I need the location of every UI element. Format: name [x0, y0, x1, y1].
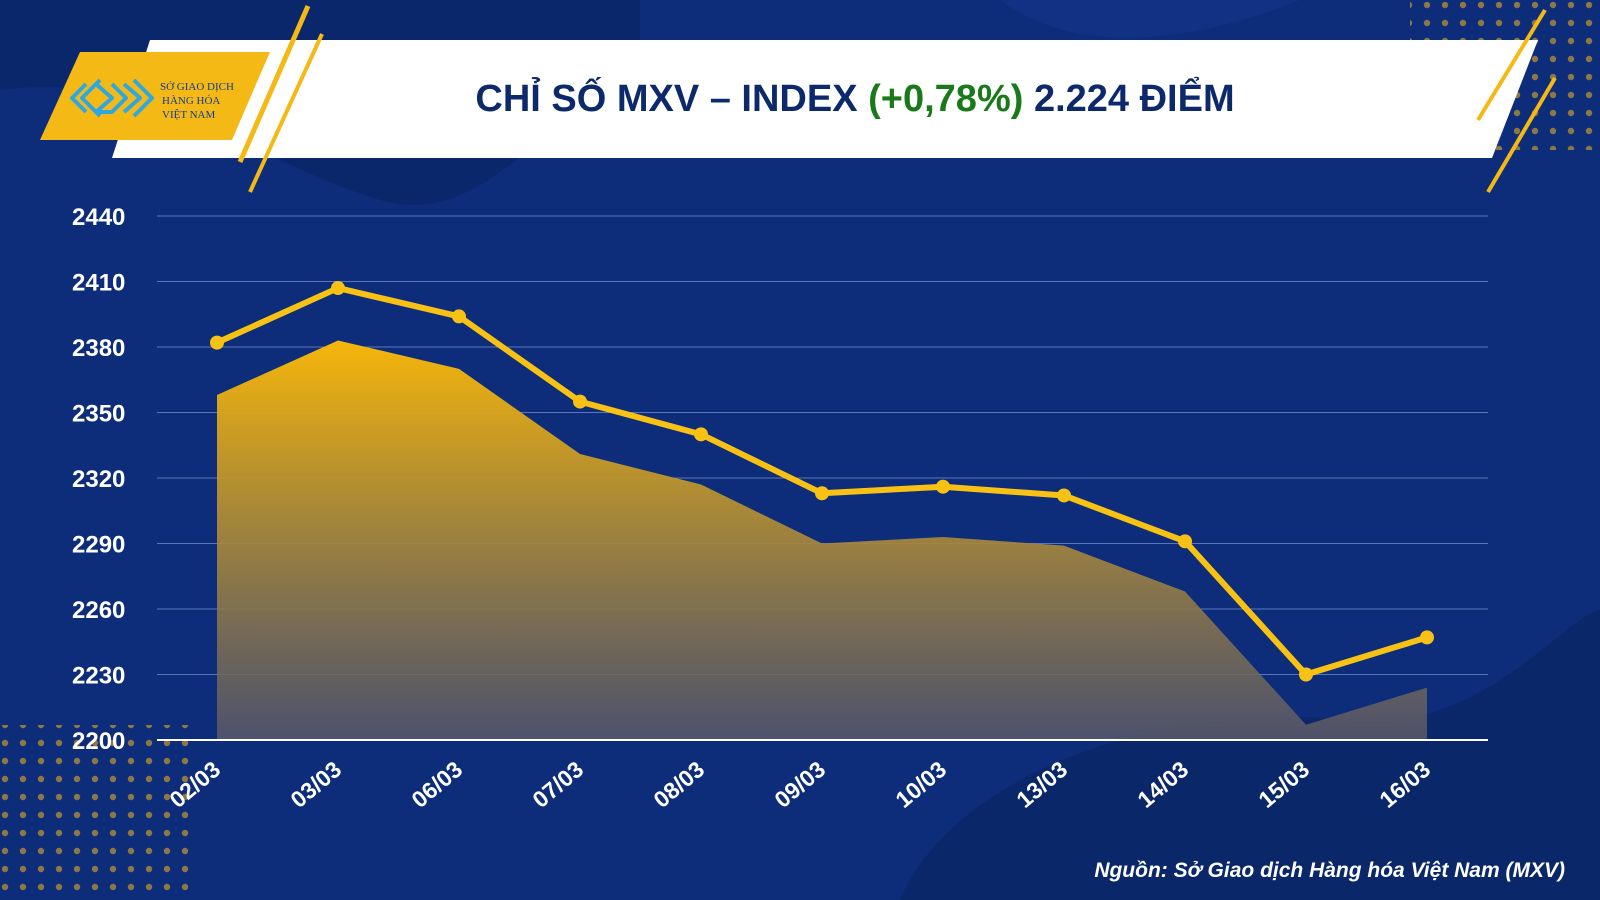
page-title: CHỈ SỐ MXV – INDEX (+0,78%) 2.224 ĐIỂM	[475, 75, 1234, 120]
logo-banner	[40, 52, 270, 140]
area-fill	[217, 340, 1427, 740]
data-point	[1178, 534, 1192, 549]
data-point	[1420, 630, 1434, 645]
y-tick-label: 2410	[72, 270, 125, 297]
data-point	[936, 479, 950, 494]
logo-text-line2: HÀNG HÓA	[162, 95, 220, 107]
data-point	[694, 427, 708, 442]
line-series	[210, 281, 1434, 682]
y-tick-label: 2230	[72, 663, 125, 690]
y-tick-label: 2380	[72, 335, 125, 362]
data-point	[1057, 488, 1071, 503]
background-wave-shape	[900, 610, 1600, 900]
area-series	[217, 340, 1427, 740]
source-note: Nguồn: Sở Giao dịch Hàng hóa Việt Nam (M…	[1094, 859, 1565, 882]
data-point	[452, 309, 466, 324]
data-point	[815, 486, 829, 501]
title-suffix: 2.224 ĐIỂM	[1034, 75, 1235, 120]
y-axis-ticks: 2200 2230 2260 2290 2320 2350 2380 2410 2440	[72, 204, 125, 755]
title-change: (+0,78%)	[868, 78, 1023, 120]
accent-stripe	[1486, 76, 1557, 194]
data-point	[331, 281, 345, 296]
y-tick-label: 2320	[72, 466, 125, 493]
accent-stripe	[248, 33, 324, 193]
dot-pattern	[0, 725, 190, 900]
accent-stripe	[237, 5, 311, 163]
title-banner	[112, 40, 1538, 158]
y-tick-label: 2260	[72, 597, 125, 624]
data-point	[573, 394, 587, 409]
y-tick-label: 2290	[72, 532, 125, 559]
y-tick-label: 2440	[72, 204, 125, 231]
logo-text-line1: SỞ GIAO DỊCH	[160, 81, 234, 93]
title-prefix: CHỈ SỐ MXV – INDEX	[475, 75, 858, 120]
y-tick-label: 2350	[72, 401, 125, 428]
background-wave-shape	[1000, 0, 1300, 38]
data-point	[1299, 667, 1313, 682]
data-point	[210, 335, 224, 350]
y-tick-label: 2200	[72, 728, 125, 755]
mxv-logo-icon	[70, 78, 154, 118]
logo-text-line3: VIỆT NAM	[162, 109, 215, 121]
accent-stripe	[1476, 8, 1547, 122]
